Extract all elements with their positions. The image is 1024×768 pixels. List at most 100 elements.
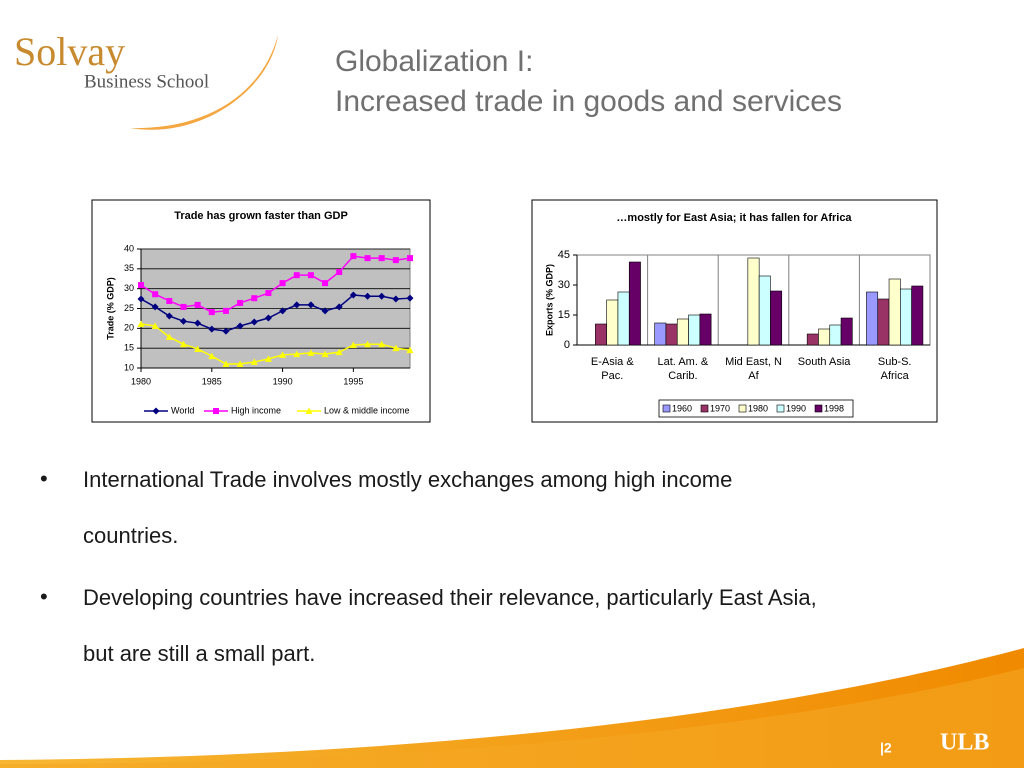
x-tick-label-box: Lat. Am. & Carib.: [658, 356, 709, 382]
marker: [293, 350, 301, 358]
legend-label: 1960: [672, 403, 692, 413]
bullet-text: countries.: [83, 523, 179, 548]
marker: [392, 257, 399, 264]
marker: [293, 272, 300, 279]
x-tick-label-box: Mid East, N Af: [725, 356, 782, 382]
x-tick-label-box: South Asia: [797, 356, 851, 368]
logo-subtitle: Business School: [84, 71, 209, 92]
marker: [364, 340, 372, 348]
y-tick-label: 45: [558, 249, 570, 261]
marker: [179, 317, 187, 325]
marker: [364, 292, 372, 300]
bar: [818, 328, 831, 346]
marker: [180, 303, 187, 310]
marker: [250, 318, 258, 326]
marker: [335, 303, 343, 311]
bar: [840, 317, 853, 346]
marker: [222, 360, 230, 368]
marker: [152, 291, 159, 298]
marker: [392, 295, 400, 303]
slide-title: Increased trade in goods and services: [335, 85, 842, 118]
marker: [194, 301, 201, 308]
marker: [336, 269, 343, 276]
x-tick-label: 1985: [202, 376, 222, 386]
bar: [688, 314, 701, 346]
marker: [165, 333, 173, 341]
bar: [747, 257, 760, 346]
marker: [264, 355, 272, 362]
marker: [350, 253, 357, 260]
y-tick-label: 0: [564, 339, 570, 351]
legend-swatch: [814, 404, 823, 413]
legend-label: World: [171, 405, 194, 415]
marker: [293, 301, 301, 309]
bottom-swoosh-inner: [0, 668, 1024, 768]
chart-title: …mostly for East Asia; it has fallen for…: [616, 212, 852, 224]
bar: [829, 324, 842, 346]
bar: [900, 288, 912, 346]
marker: [237, 299, 244, 306]
legend-box: [658, 399, 854, 418]
bullet-text: Developing countries have increased thei…: [83, 585, 817, 610]
bullet-text: International Trade involves mostly exch…: [83, 467, 733, 492]
x-tick-label: 1990: [273, 376, 293, 386]
y-tick-label: 10: [124, 362, 134, 372]
marker: [179, 340, 187, 348]
bar: [628, 261, 641, 346]
marker: [208, 309, 215, 316]
marker: [208, 325, 216, 333]
legend-swatch: [776, 404, 785, 413]
marker: [406, 294, 414, 302]
x-tick-label: 1995: [343, 376, 363, 386]
legend-swatch: [662, 404, 671, 413]
y-axis-label: Trade (% GDP): [105, 277, 115, 340]
bar: [617, 291, 630, 346]
legend-label: 1990: [786, 403, 806, 413]
y-tick-label: 35: [124, 263, 134, 273]
bar: [676, 318, 689, 346]
bar: [665, 323, 678, 346]
marker: [264, 314, 272, 322]
marker: [392, 344, 400, 352]
x-tick-label: South Asia: [797, 356, 851, 368]
slide-title: Globalization I:: [335, 45, 533, 78]
legend-label: Low & middle income: [324, 405, 410, 415]
x-tick-label-box: E-Asia & Pac.: [590, 356, 634, 382]
marker: [151, 303, 159, 311]
bar: [888, 278, 901, 346]
marker: [378, 255, 385, 262]
marker: [364, 255, 371, 262]
marker: [378, 340, 386, 348]
x-tick-label: E-Asia & Pac.: [590, 356, 634, 382]
marker: [236, 360, 244, 368]
y-tick-label: 25: [124, 303, 134, 313]
bar: [866, 291, 879, 346]
bar: [911, 285, 924, 346]
legend-label: 1998: [824, 403, 844, 413]
marker: [307, 349, 315, 356]
bullet-text: but are still a small part.: [83, 641, 316, 666]
data-line: [140, 323, 411, 365]
marker: [194, 345, 202, 352]
y-tick-label: 15: [558, 309, 570, 321]
marker: [222, 307, 229, 314]
marker: [222, 327, 230, 335]
bar: [806, 333, 819, 346]
bar: [595, 323, 607, 346]
marker: [137, 320, 145, 327]
marker: [166, 297, 173, 304]
marker: [322, 280, 329, 287]
bullet-dot: •: [40, 466, 48, 491]
legend-swatch: [738, 404, 747, 413]
marker: [279, 307, 287, 315]
legend-label: 1980: [748, 403, 768, 413]
marker: [265, 290, 272, 297]
bar: [770, 290, 783, 346]
bar: [654, 322, 667, 346]
marker: [236, 322, 244, 330]
bullet-dot: •: [40, 584, 48, 609]
marker: [165, 312, 173, 320]
x-tick-label: 1980: [131, 376, 151, 386]
